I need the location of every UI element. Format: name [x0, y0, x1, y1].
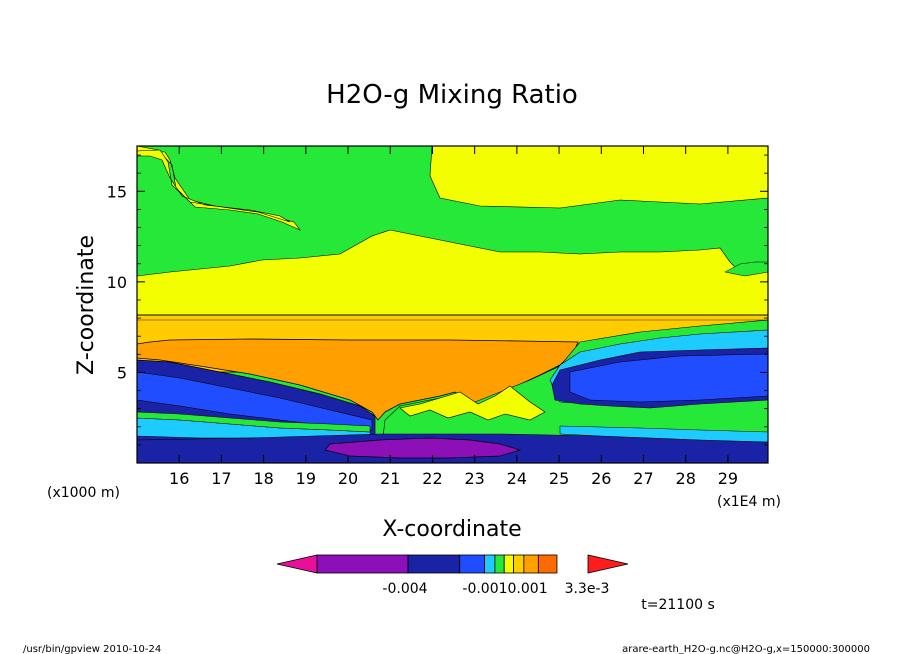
x-tick-label: 19 [296, 469, 316, 488]
x-tick-label: 23 [464, 469, 484, 488]
colorbar-segment [484, 554, 496, 574]
colorbar-labels: -0.004 -0.0010.001 3.3e-3 [382, 581, 609, 597]
x-tick-label: 24 [507, 469, 527, 488]
colorbar-segment [459, 554, 485, 574]
footer-left: /usr/bin/gpview 2010-10-24 [23, 644, 161, 654]
x-axis-label: X-coordinate [382, 517, 521, 542]
x-axis-unit: (x1E4 m) [717, 494, 781, 510]
y-tick-label: 10 [107, 273, 127, 292]
x-tick-label: 18 [253, 469, 273, 488]
colorbar-segment [316, 554, 409, 574]
colorbar-segment [494, 554, 505, 574]
x-tick-label: 16 [169, 469, 189, 488]
colorbar-segment [513, 554, 525, 574]
x-axis-ticks: 16 17 18 19 20 21 22 23 24 25 26 27 28 29 [169, 146, 738, 488]
band-upper-yellow-left2 [137, 149, 291, 223]
band-upper-yellow-left [137, 146, 301, 231]
colorbar-segment [523, 554, 539, 574]
band-purple [324, 437, 522, 459]
colorbar [276, 554, 629, 574]
x-tick-label: 28 [676, 469, 696, 488]
band-right-bottom-cyan [559, 425, 768, 443]
colorbar-segment [537, 554, 558, 574]
x-tick-label: 21 [380, 469, 400, 488]
x-tick-label: 27 [633, 469, 653, 488]
plot-area: 16 17 18 19 20 21 22 23 24 25 26 27 28 29 5 10 15 [107, 145, 769, 488]
contour-field [137, 146, 768, 463]
time-label: t=21100 s [641, 597, 715, 613]
x-tick-label: 26 [591, 469, 611, 488]
band-green-streak [724, 261, 768, 277]
band-right-lightblue [569, 353, 768, 403]
x-tick-label: 29 [718, 469, 738, 488]
band-upper-yellow-right [429, 146, 768, 209]
x-tick-label: 20 [338, 469, 358, 488]
y-tick-label: 5 [117, 363, 127, 382]
colorbar-label-3: 3.3e-3 [565, 581, 610, 597]
y-axis-unit: (x1000 m) [47, 485, 120, 501]
x-tick-label: 25 [549, 469, 569, 488]
colorbar-label-2: -0.0010.001 [462, 581, 547, 597]
colorbar-over-arrow [587, 554, 629, 574]
plot-frame [136, 145, 769, 464]
colorbar-segment [407, 554, 461, 574]
colorbar-segment [503, 554, 514, 574]
x-tick-label: 17 [211, 469, 231, 488]
chart-title: H2O-g Mixing Ratio [326, 80, 578, 110]
y-tick-label: 15 [107, 182, 127, 201]
band-left-lightblue [137, 371, 373, 431]
colorbar-label-1: -0.004 [382, 581, 427, 597]
y-axis-label: Z-coordinate [74, 235, 99, 375]
colorbar-under-arrow [276, 554, 318, 574]
x-tick-label: 22 [422, 469, 442, 488]
footer-right: arare-earth_H2O-g.nc@H2O-g,x=150000:3000… [622, 644, 870, 654]
y-axis-ticks: 5 10 15 [107, 154, 768, 446]
band-left-green [137, 411, 371, 433]
band-right-yellow-patches [399, 385, 546, 421]
